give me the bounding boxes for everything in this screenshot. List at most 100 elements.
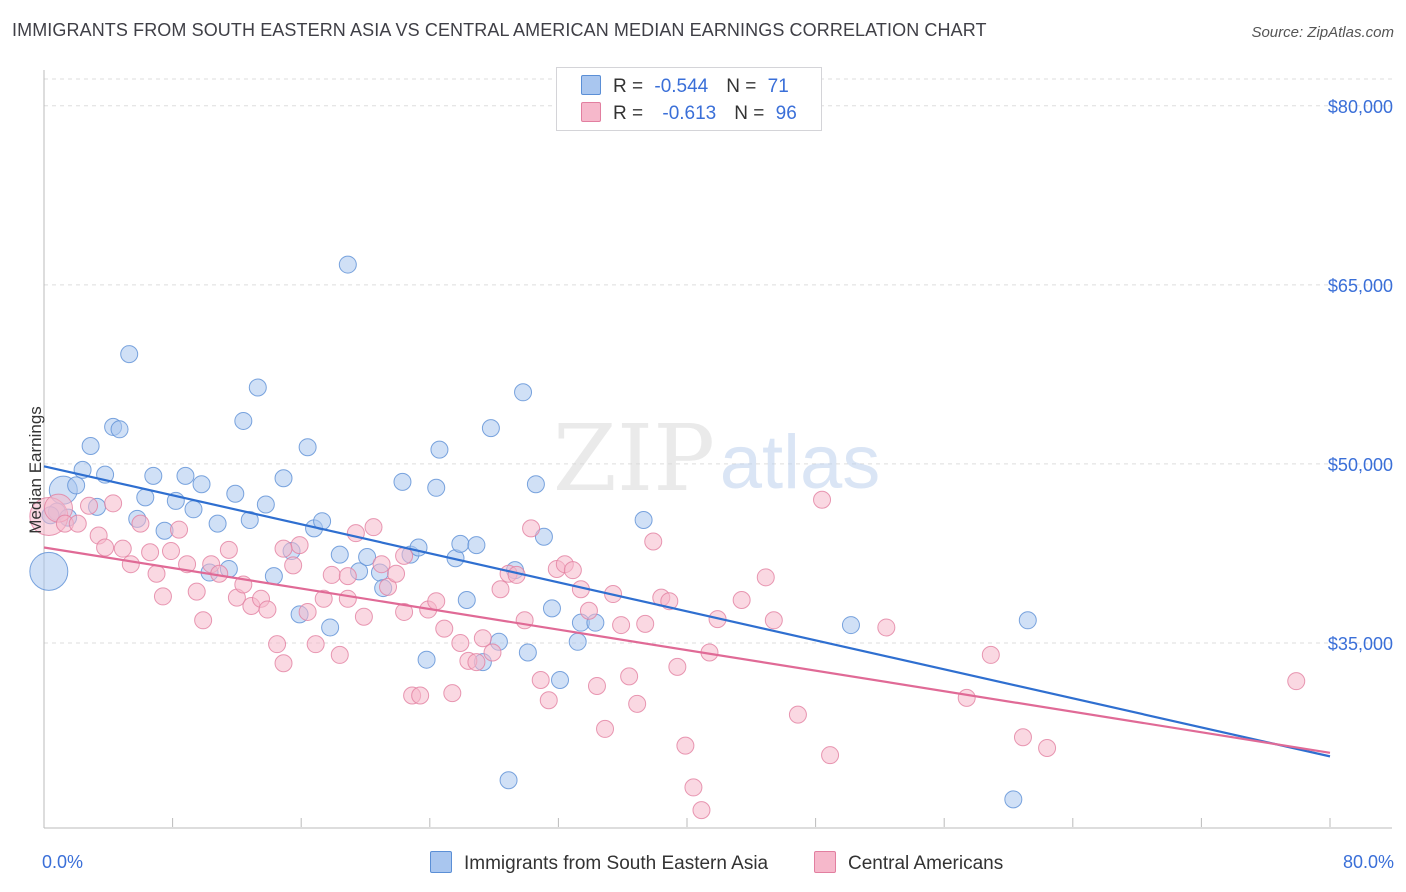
data-point-central-americans <box>1013 728 1032 747</box>
data-point-central-americans <box>612 616 631 635</box>
grid-lines <box>44 78 1392 644</box>
data-point-central-americans <box>788 705 807 724</box>
y-tick-label: $65,000 <box>1328 276 1393 296</box>
data-point-central-americans <box>298 602 317 621</box>
x-tick-label-max: 80.0% <box>1342 852 1394 872</box>
data-point-central-americans <box>435 619 454 638</box>
legend-r-value: -0.613 <box>662 103 717 124</box>
data-point-central-americans <box>274 654 293 673</box>
data-point-central-americans <box>732 591 751 610</box>
data-point-central-americans <box>104 494 123 513</box>
data-point-central-americans <box>258 600 277 619</box>
data-point-central-americans <box>692 801 711 820</box>
data-point-south-eastern-asia <box>393 472 412 491</box>
data-point-south-eastern-asia <box>256 495 275 514</box>
data-point-central-americans <box>194 611 213 630</box>
data-point-central-americans <box>170 520 189 539</box>
data-point-south-eastern-asia <box>264 567 283 586</box>
data-point-central-americans <box>68 514 87 533</box>
x-tick-label-min: 0.0% <box>42 852 84 872</box>
data-point-south-eastern-asia <box>144 466 163 485</box>
trend-line-central-americans <box>43 546 1331 754</box>
trend-lines <box>43 465 1331 758</box>
legend-item-central-americans[interactable]: Central Americans <box>814 851 1003 875</box>
data-point-south-eastern-asia <box>841 616 860 635</box>
data-point-central-americans <box>284 556 303 575</box>
legend-item-south-eastern-asia[interactable]: Immigrants from South Eastern Asia <box>430 851 768 875</box>
data-point-central-americans <box>596 719 615 738</box>
legend-label: Central Americans <box>848 853 1004 874</box>
data-point-central-americans <box>957 688 976 707</box>
data-point-central-americans <box>178 555 197 574</box>
data-point-south-eastern-asia <box>208 514 227 533</box>
correlation-legend: R = -0.544 N = 71 R = -0.613 N = 96 <box>556 67 822 131</box>
data-point-central-americans <box>338 589 357 608</box>
data-point-central-americans <box>372 555 391 574</box>
data-point-south-eastern-asia <box>430 440 449 459</box>
data-point-central-americans <box>113 539 132 558</box>
data-point-south-eastern-asia <box>176 466 195 485</box>
data-point-central-americans <box>379 577 398 596</box>
data-point-central-americans <box>579 601 598 620</box>
data-point-central-americans <box>330 645 349 664</box>
data-point-south-eastern-asia <box>451 534 470 553</box>
y-tick-label: $35,000 <box>1328 634 1393 654</box>
data-point-central-americans <box>531 670 550 689</box>
data-point-central-americans <box>473 629 492 648</box>
data-point-central-americans <box>451 633 470 652</box>
data-point-central-americans <box>314 589 333 608</box>
data-point-central-americans <box>491 580 510 599</box>
source-label: Source: ZipAtlas.com <box>1251 24 1394 41</box>
data-point-central-americans <box>274 539 293 558</box>
legend-n-label: N = <box>734 103 770 124</box>
y-tick-labels: $35,000 $50,000 $65,000 $80,000 <box>1328 97 1393 654</box>
data-point-south-eastern-asia <box>240 511 259 530</box>
y-axis-label: Median Earnings <box>26 406 45 534</box>
data-point-central-americans <box>411 686 430 705</box>
data-point-central-americans <box>80 496 99 515</box>
legend-r-value: -0.544 <box>654 76 709 97</box>
data-point-central-americans <box>131 514 150 533</box>
data-point-central-americans <box>1287 672 1306 691</box>
data-point-central-americans <box>668 657 687 676</box>
data-point-south-eastern-asia <box>1004 790 1023 809</box>
data-point-south-eastern-asia <box>481 419 500 438</box>
data-point-central-americans <box>121 555 140 574</box>
data-point-central-americans <box>338 567 357 586</box>
data-point-central-americans <box>187 582 206 601</box>
data-point-south-eastern-asia <box>467 536 486 555</box>
data-point-central-americans <box>821 746 840 765</box>
data-point-central-americans <box>161 542 180 561</box>
data-point-central-americans <box>636 614 655 633</box>
data-point-central-americans <box>219 540 238 559</box>
data-point-central-americans <box>395 602 414 621</box>
data-point-south-eastern-asia <box>274 469 293 488</box>
legend-n-value: 96 <box>775 103 797 124</box>
data-point-south-eastern-asia <box>417 650 436 669</box>
data-point-central-americans <box>644 532 663 551</box>
axes <box>43 70 1392 829</box>
legend-swatch-pink <box>581 102 601 122</box>
data-point-central-americans <box>1038 739 1057 758</box>
data-point-south-eastern-asia <box>81 437 100 456</box>
data-point-central-americans <box>676 736 695 755</box>
data-point-south-eastern-asia <box>1018 611 1037 630</box>
data-point-south-eastern-asia <box>542 599 561 618</box>
data-point-south-eastern-asia <box>499 771 518 790</box>
data-point-central-americans <box>756 568 775 587</box>
data-point-central-americans <box>141 543 160 562</box>
data-point-central-americans <box>467 653 486 672</box>
y-tick-label: $80,000 <box>1328 97 1393 117</box>
data-point-south-eastern-asia <box>192 475 211 494</box>
data-point-central-americans <box>290 536 309 555</box>
data-point-central-americans <box>684 778 703 797</box>
watermark: ZIP atlas <box>553 405 880 512</box>
data-point-south-eastern-asia <box>67 476 86 495</box>
data-point-south-eastern-asia <box>338 255 357 274</box>
data-point-south-eastern-asia <box>184 500 203 519</box>
data-point-south-eastern-asia <box>358 548 377 567</box>
data-point-south-eastern-asia <box>526 475 545 494</box>
legend-swatch-blue <box>430 851 452 873</box>
data-point-central-americans <box>620 667 639 686</box>
